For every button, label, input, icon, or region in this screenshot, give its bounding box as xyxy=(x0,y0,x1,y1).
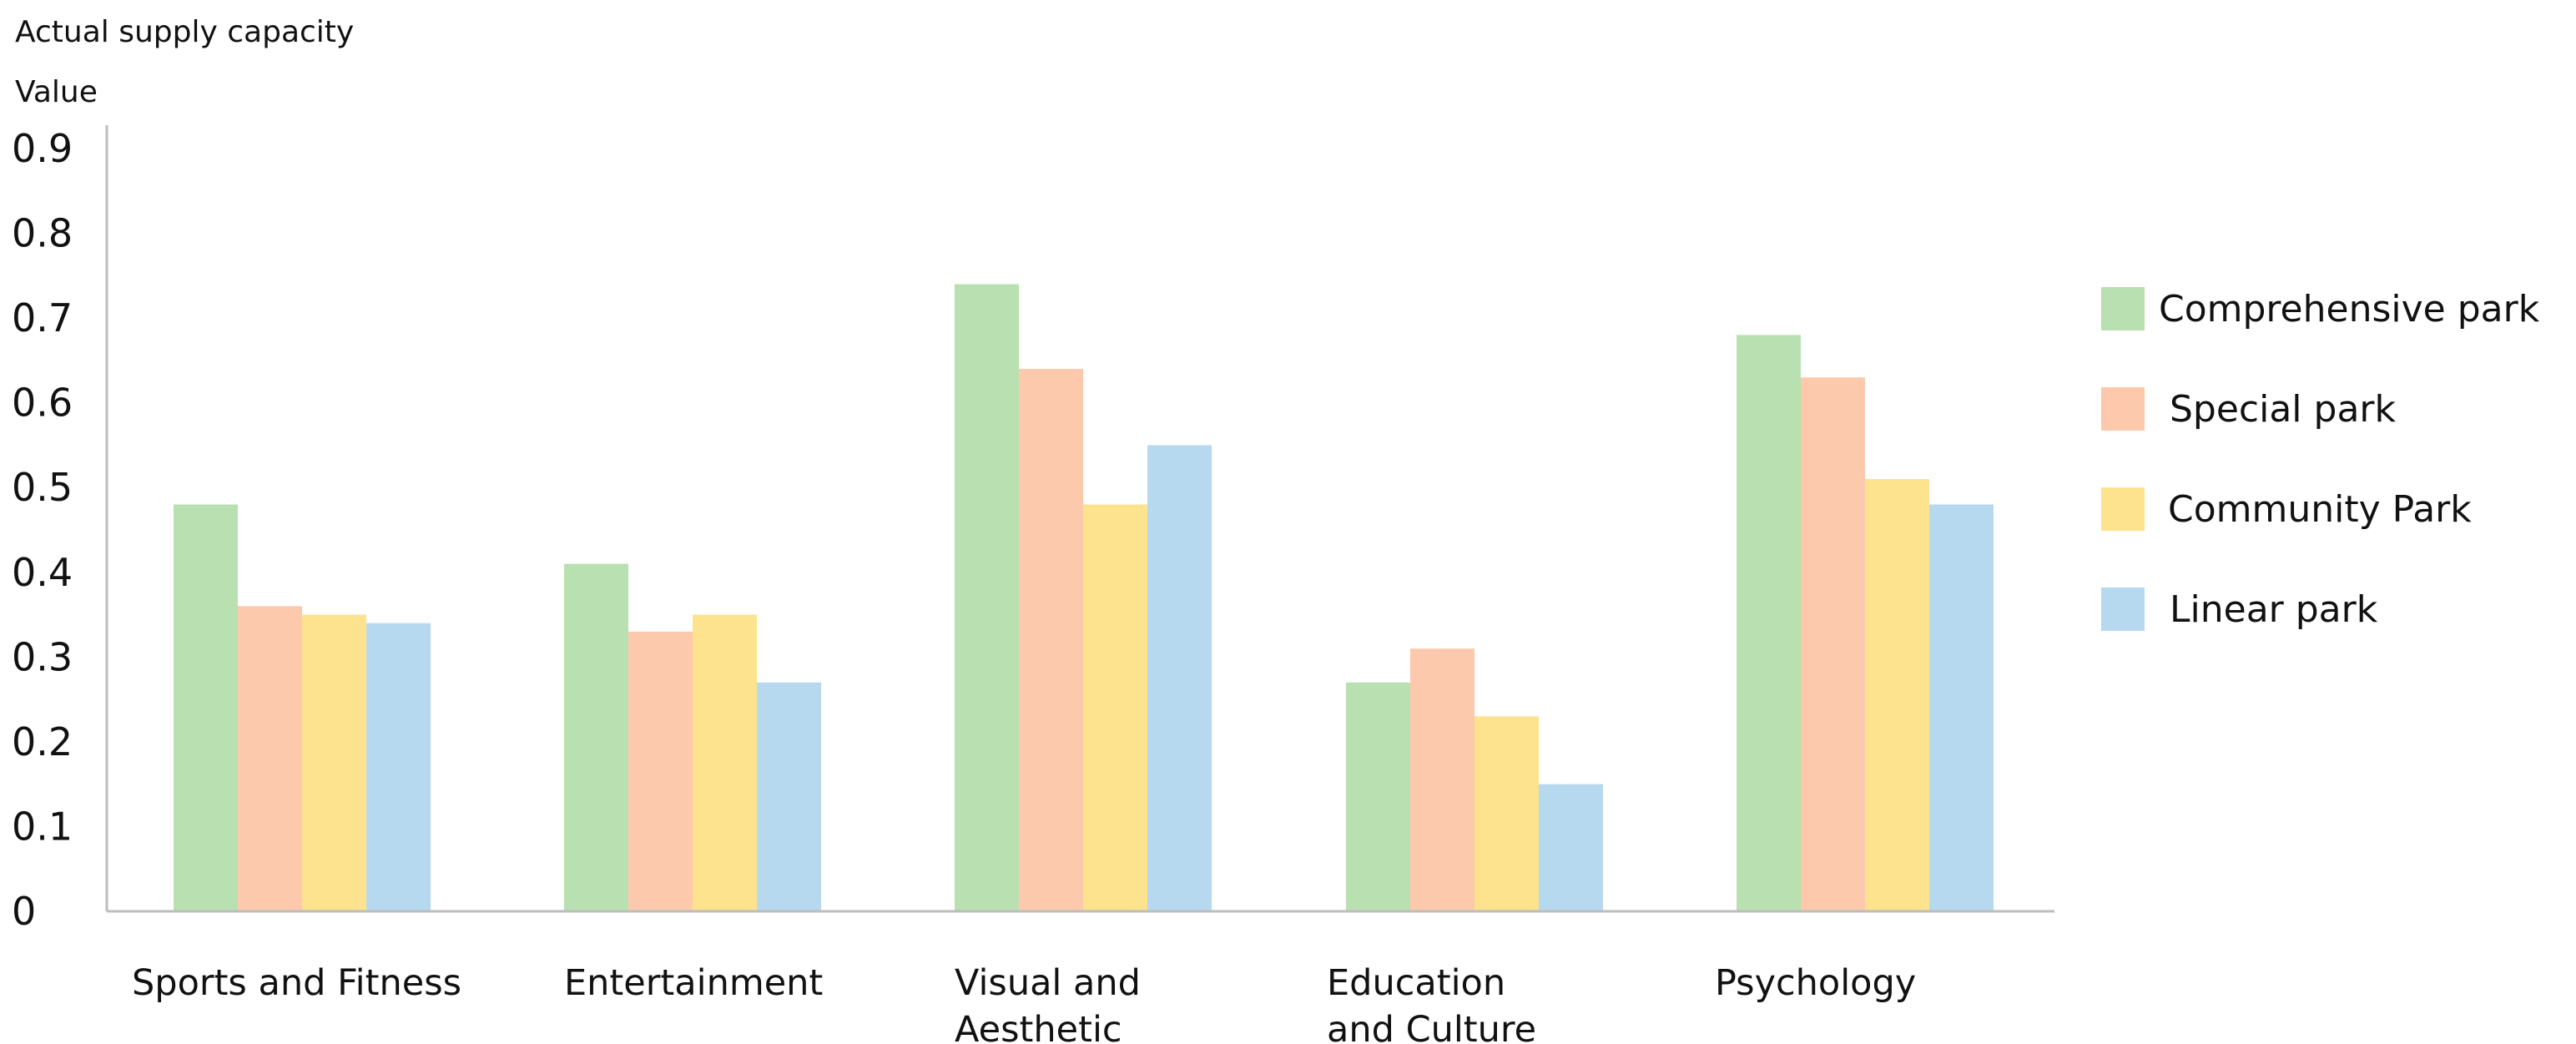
legend: Comprehensive park Special park Community … xyxy=(2101,287,2540,631)
bar-community-park-3 xyxy=(1475,716,1539,911)
bar-special-park-3 xyxy=(1410,648,1475,911)
x-axis-labels: Sports and Fitness Entertainment Visual an… xyxy=(132,962,1916,1044)
bar-comprehensive-park-0 xyxy=(174,504,238,911)
legend-label: Linear park xyxy=(2170,588,2378,631)
y-tick-label: 0.2 xyxy=(12,719,73,764)
bar-special-park-2 xyxy=(1019,369,1083,911)
bar-community-park-2 xyxy=(1083,504,1147,911)
bar-comprehensive-park-4 xyxy=(1737,335,1801,911)
y-tick-label: 0.7 xyxy=(12,295,73,340)
x-category-label: Visual and xyxy=(955,962,1141,1004)
x-category-label: Entertainment xyxy=(564,962,823,1004)
bar-linear-park-2 xyxy=(1147,445,1212,911)
y-tick-label: 0.5 xyxy=(12,465,73,510)
x-category-label: Education xyxy=(1327,962,1505,1004)
bar-comprehensive-park-2 xyxy=(955,284,1019,911)
legend-label: Comprehensive park xyxy=(2159,288,2540,330)
y-tick-label: 0.1 xyxy=(12,804,73,849)
bar-linear-park-1 xyxy=(757,682,821,911)
legend-swatch-special-park xyxy=(2101,387,2145,431)
bar-special-park-4 xyxy=(1801,377,1865,911)
bar-special-park-1 xyxy=(628,631,693,911)
y-tick-label: 0.3 xyxy=(12,634,73,679)
legend-label: Community Park xyxy=(2168,488,2472,531)
y-tick-label: 0 xyxy=(12,889,36,934)
chart-title: Actual supply capacity xyxy=(15,15,354,49)
x-category-label: Aesthetic xyxy=(955,1009,1122,1044)
bar-comprehensive-park-1 xyxy=(564,563,628,911)
y-axis-label: Value xyxy=(15,75,98,109)
y-tick-label: 0.8 xyxy=(12,211,73,256)
legend-swatch-linear-park xyxy=(2101,588,2145,631)
y-tick-label: 0.4 xyxy=(12,550,73,595)
legend-swatch-comprehensive-park xyxy=(2101,287,2145,330)
x-category-label: and Culture xyxy=(1327,1009,1536,1044)
bar-special-park-0 xyxy=(238,606,302,911)
x-category-label: Sports and Fitness xyxy=(132,962,461,1004)
x-category-label: Psychology xyxy=(1715,962,1916,1004)
bar-linear-park-0 xyxy=(366,623,431,911)
bar-linear-park-3 xyxy=(1539,784,1603,911)
legend-swatch-community-park xyxy=(2101,487,2145,531)
legend-label: Special park xyxy=(2170,388,2397,431)
bar-linear-park-4 xyxy=(1929,504,1994,911)
y-axis-ticks: 0 0.1 0.2 0.3 0.4 0.5 0.6 0.7 0.8 0.9 xyxy=(12,126,73,934)
bar-community-park-0 xyxy=(302,614,366,911)
bars xyxy=(174,284,1994,911)
bar-community-park-1 xyxy=(693,614,757,911)
y-tick-label: 0.9 xyxy=(12,126,73,171)
bar-comprehensive-park-3 xyxy=(1346,682,1410,911)
y-tick-label: 0.6 xyxy=(12,381,73,426)
bar-community-park-4 xyxy=(1865,479,1929,911)
